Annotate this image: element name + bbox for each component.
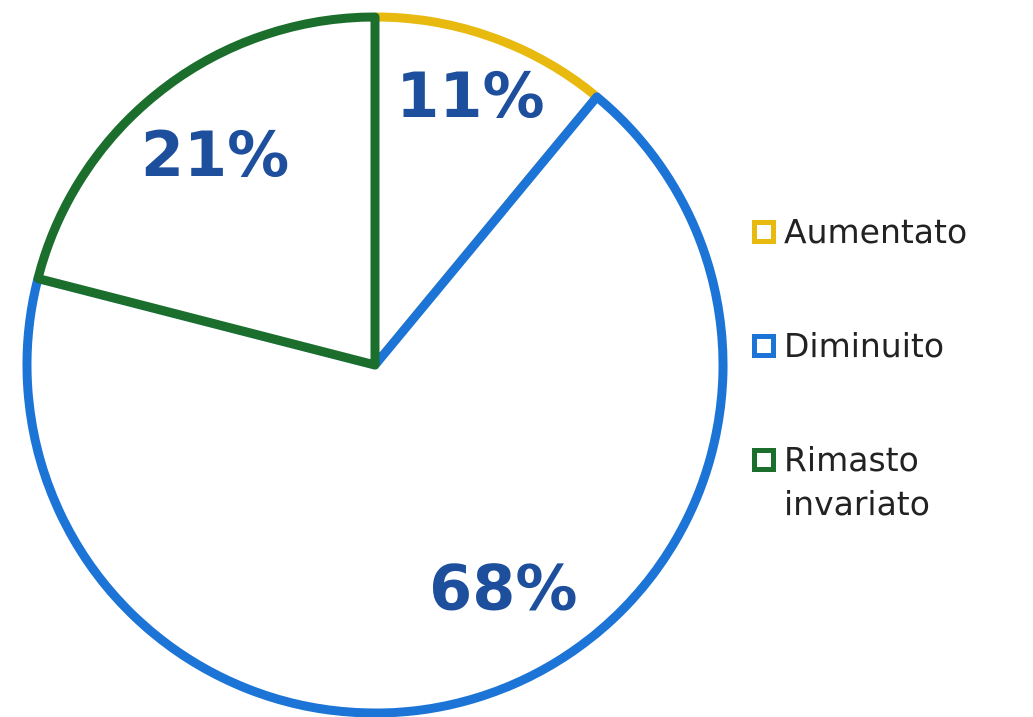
data-label: 68%	[429, 551, 577, 624]
chart: 11% 68% 21%	[22, 12, 728, 717]
legend-item: Diminuito	[752, 324, 1033, 368]
pie-slice	[33, 12, 380, 370]
data-label: 21%	[141, 118, 289, 191]
legend-swatch	[752, 220, 776, 244]
pie-slice	[22, 92, 728, 717]
legend-label: Rimasto invariato	[784, 440, 930, 523]
legend-label: Diminuito	[784, 326, 945, 365]
legend-swatch	[752, 448, 776, 472]
legend-item: Aumentato	[752, 210, 1033, 254]
pie-slice	[370, 12, 602, 370]
legend-label: Aumentato	[784, 212, 968, 251]
legend-swatch	[752, 334, 776, 358]
legend: Aumentato Diminuito Rimasto invariato	[752, 210, 1033, 596]
data-label: 11%	[396, 59, 544, 132]
legend-item: Rimasto invariato	[752, 438, 1033, 526]
